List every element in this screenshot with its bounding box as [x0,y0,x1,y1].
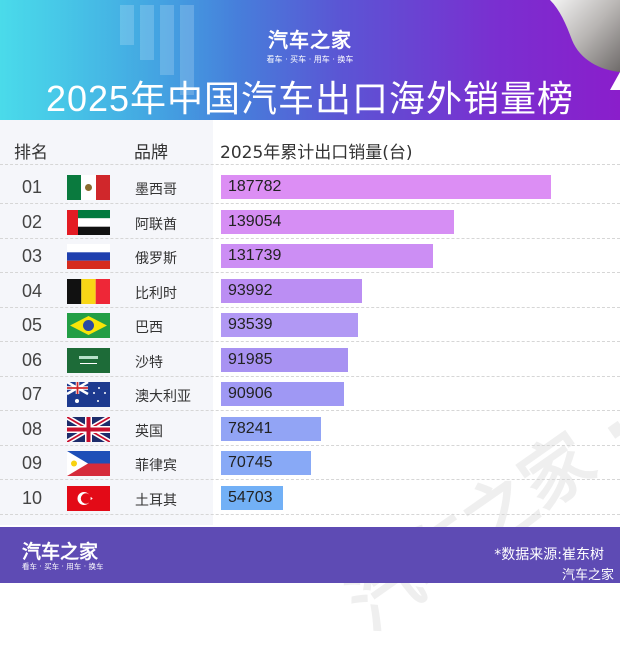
sales-value: 131739 [228,247,282,264]
sales-bar: 93992 [221,278,362,303]
page-curl-icon [550,0,620,90]
footer-logo-slogan: 看车 · 买车 · 用车 · 换车 [22,562,104,571]
rank: 04 [22,280,43,301]
philippines-flag-icon [67,451,110,476]
rank: 10 [22,487,43,508]
country-name: 澳大利亚 [135,389,191,405]
column-header-sales: 2025年累计出口销量(台) [220,143,413,163]
uae-flag-icon [67,209,110,235]
rank: 09 [22,453,43,473]
rank: 08 [22,418,43,439]
country-name: 墨西哥 [135,182,177,198]
mexico-flag-icon [67,175,110,200]
sales-bar: 54703 [221,485,283,510]
sales-bar: 78241 [221,416,321,441]
sales-value: 78241 [228,419,273,437]
rank: 03 [22,246,43,266]
sales-bar: 187782 [221,175,551,199]
rank: 02 [22,211,43,232]
country-name: 阿联酋 [135,216,177,233]
page-title: 2025年中国汽车出口海外销量榜 [45,78,575,119]
sales-value: 70745 [228,454,273,471]
russia-flag-icon [67,244,110,269]
rank: 01 [22,177,43,197]
country-name: 俄罗斯 [135,251,177,267]
country-name: 沙特 [135,354,163,371]
sales-value: 187782 [228,178,282,195]
header-banner: 汽车之家 看车 · 买车 · 用车 · 换车 2025年中国汽车出口海外销量榜 [0,0,620,120]
table-row: 06 沙特 91985 [0,343,620,377]
sales-value: 139054 [228,212,282,230]
sales-value: 54703 [228,488,273,506]
uk-flag-icon [67,416,110,442]
logo-name: 汽车之家 [268,28,352,52]
country-name: 土耳其 [135,492,177,509]
logo-slogan: 看车 · 买车 · 用车 · 换车 [266,55,354,64]
table-row: 03 俄罗斯 131739 [0,239,620,273]
table-row: 07 澳大利亚 90906 [0,377,620,411]
sales-value: 93539 [228,316,273,333]
sales-value: 90906 [228,385,273,402]
chart-decoration [0,0,240,120]
sales-bar: 131739 [221,244,433,268]
brand-logo: 汽车之家 看车 · 买车 · 用车 · 换车 [0,24,620,65]
column-header-brand: 品牌 [134,143,168,163]
rank: 06 [22,349,43,370]
country-name: 英国 [135,423,163,440]
table-row: 08 英国 78241 [0,412,620,446]
country-name: 菲律宾 [135,458,177,474]
sales-bar: 90906 [221,382,344,406]
footer: 汽车之家 看车 · 买车 · 用车 · 换车 *数据来源:崔东树 汽车之家 [0,527,620,583]
table-row: 09 菲律宾 70745 [0,446,620,480]
sales-bar: 91985 [221,347,348,372]
sales-value: 93992 [228,281,273,299]
australia-flag-icon [67,382,110,407]
column-header-rank: 排名 [14,143,48,163]
footer-logo-name: 汽车之家 [22,541,99,563]
data-source: *数据来源:崔东树 [494,547,604,563]
country-name: 巴西 [135,320,163,336]
table-row: 04 比利时 93992 [0,274,620,308]
table-row: 10 土耳其 54703 [0,481,620,515]
header-row [0,131,620,165]
turkey-flag-icon [67,485,110,511]
brazil-flag-icon [67,313,110,338]
rank: 07 [22,384,43,404]
country-name: 比利时 [135,285,177,302]
table-row: 01 墨西哥 187782 [0,170,620,204]
sales-bar: 70745 [221,451,311,475]
rank: 05 [22,315,43,335]
sales-bar: 139054 [221,209,454,234]
sales-value: 91985 [228,350,273,368]
saudi-flag-icon [67,347,110,373]
table-row: 05 巴西 93539 [0,308,620,342]
sales-bar: 93539 [221,313,358,337]
table-row: 02 阿联酋 139054 [0,205,620,239]
footer-watermark: 汽车之家 [561,568,614,583]
belgium-flag-icon [67,278,110,304]
